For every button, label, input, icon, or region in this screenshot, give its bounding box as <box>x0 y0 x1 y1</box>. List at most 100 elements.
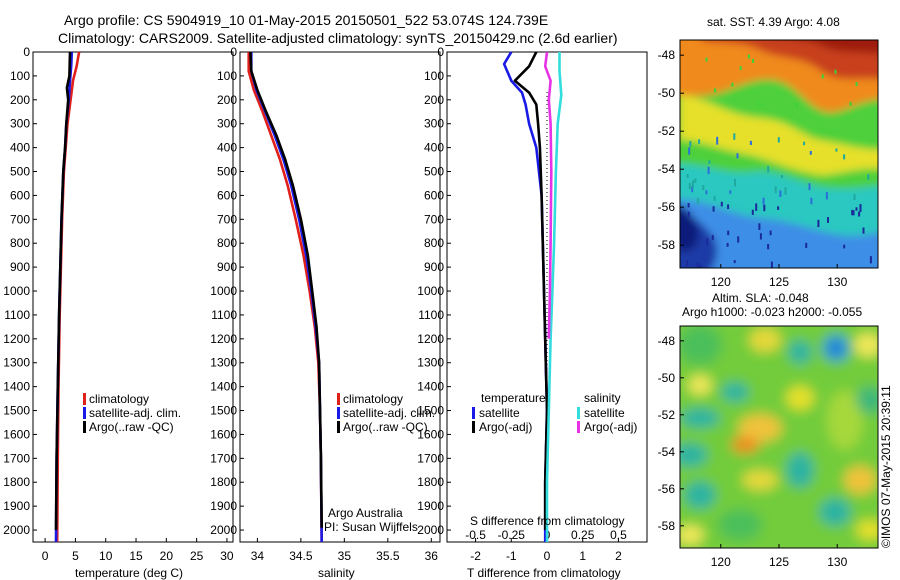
sst-speckle-mark <box>755 203 758 211</box>
y-tick-label: 1400 <box>417 380 444 394</box>
legend-swatch-satellite <box>337 407 340 419</box>
sst-speckle-mark <box>762 197 765 205</box>
sla-map-panel: Altim. SLA: -0.048 Argo h1000: -0.023 h2… <box>658 291 879 569</box>
salinity-xlabel: salinity <box>318 566 355 580</box>
sst-speckle-mark <box>688 147 691 155</box>
sst-speckle-mark <box>702 185 705 191</box>
sst-speckle-mark <box>805 242 808 248</box>
y-tick-label: 2000 <box>3 523 30 537</box>
legend-satellite: satellite-adj. clim. <box>343 406 435 420</box>
sst-map-title: sat. SST: 4.39 Argo: 4.08 <box>707 15 840 29</box>
sst-speckle-mark <box>867 174 870 180</box>
y-tick-label: 1100 <box>211 308 237 322</box>
sst-speckle-mark <box>747 54 750 59</box>
series-line-temperature-argo-adj- <box>513 51 549 530</box>
y-tick-label: 700 <box>10 212 30 226</box>
legend-climatology: climatology <box>343 392 403 406</box>
sst-speckle-mark <box>774 186 777 194</box>
sst-speckle-mark <box>763 204 766 212</box>
sst-speckle-mark <box>752 58 755 63</box>
x-tick-label: 25 <box>190 549 204 563</box>
salinity-ticks: 34 34.5 35 35.5 36 <box>251 538 438 563</box>
sst-speckle-mark <box>688 182 691 190</box>
y-tick-label: 1400 <box>210 380 237 394</box>
sst-speckle-mark <box>689 141 692 147</box>
salinity-series <box>247 51 323 543</box>
x2-tick-label: -0.5 <box>465 528 486 542</box>
sst-speckle <box>686 54 872 268</box>
y-tick-label: 1700 <box>417 451 444 465</box>
lat-tick-label: -52 <box>658 408 676 422</box>
y-tick-label: 400 <box>10 141 30 155</box>
y-tick-label: 1600 <box>417 427 444 441</box>
sst-speckle-mark <box>734 178 736 187</box>
sst-speckle-mark <box>825 192 828 200</box>
x-tick-label: 10 <box>99 549 113 563</box>
series-line-argo-raw-qc- <box>54 51 72 531</box>
header-line-1: Argo profile: CS 5904919_10 01-May-2015 … <box>64 12 548 28</box>
legend-s-argo: Argo(-adj) <box>584 420 637 434</box>
sst-speckle-mark <box>767 165 770 173</box>
x-tick-label: -2 <box>470 549 481 563</box>
sst-lat-ticks: -48 -50 -52 -54 -56 -58 <box>658 48 684 252</box>
sst-speckle-mark <box>751 209 754 215</box>
sst-speckle-mark <box>733 133 736 140</box>
sst-speckle-mark <box>843 154 846 160</box>
legend-swatch-satellite <box>83 407 86 419</box>
sst-speckle-mark <box>726 243 729 247</box>
y-tick-label: 200 <box>10 93 30 107</box>
sst-speckle-mark <box>686 174 689 179</box>
sst-speckle-mark <box>706 237 709 246</box>
y-tick-label: 1100 <box>418 308 444 322</box>
y-tick-label: 2000 <box>210 523 237 537</box>
sst-speckle-mark <box>862 227 865 234</box>
y-tick-label: 400 <box>217 141 237 155</box>
temperature-ticks: 0 5 10 15 20 25 30 <box>42 538 234 563</box>
sst-speckle-mark <box>809 151 812 155</box>
x2-tick-label: 0.25 <box>571 528 595 542</box>
x-tick-label: 15 <box>129 549 143 563</box>
difference-panel: 0100200300400500600700800900100011001200… <box>417 45 648 580</box>
sla-map-title: Altim. SLA: -0.048 <box>712 291 809 305</box>
sst-speckle-mark <box>692 180 694 189</box>
depth-ticks: 0 100 200 300 400 500 600 700 800 900 1000 1100 1200… <box>3 45 37 537</box>
x-tick-label: 35 <box>338 549 352 563</box>
sst-speckle-mark <box>749 140 752 145</box>
y-tick-label: 800 <box>424 236 444 250</box>
temperature-series <box>54 51 81 543</box>
sst-speckle-mark <box>705 190 708 195</box>
sst-speckle-mark <box>729 190 732 194</box>
sst-speckle-mark <box>686 260 689 267</box>
sst-speckle-mark <box>698 139 701 144</box>
x-tick-label: 0 <box>544 549 551 563</box>
legend-climatology: climatology <box>89 392 149 406</box>
sst-speckle-mark <box>843 244 846 249</box>
sst-speckle-mark <box>859 204 862 212</box>
y-tick-label: 500 <box>217 165 237 179</box>
y-tick-label: 1000 <box>417 284 444 298</box>
y-tick-label: 900 <box>10 260 30 274</box>
y-tick-label: 1600 <box>210 427 237 441</box>
y-tick-label: 1600 <box>3 427 30 441</box>
y-tick-label: 1500 <box>3 404 30 418</box>
y-tick-label: 1200 <box>3 332 30 346</box>
lat-tick-label: -58 <box>658 519 676 533</box>
sst-speckle-mark <box>720 201 723 207</box>
legend-satellite: satellite-adj. clim. <box>89 406 181 420</box>
lat-tick-label: -50 <box>658 371 676 385</box>
lon-tick-label: 130 <box>827 275 847 289</box>
temperature-xlabel: temperature (deg C) <box>75 566 183 580</box>
y-tick-label: 1800 <box>210 475 237 489</box>
y-tick-label: 1000 <box>210 284 237 298</box>
sla-lon-ticks: 120 125 130 <box>711 544 848 569</box>
y-tick-label: 1900 <box>417 499 444 513</box>
lat-tick-label: -52 <box>658 124 676 138</box>
sst-speckle-mark <box>711 235 714 240</box>
legend-swatch-climatology <box>337 393 340 405</box>
sst-speckle-mark <box>736 153 739 159</box>
y-tick-label: 800 <box>217 236 237 250</box>
x-tick-label: 20 <box>160 549 174 563</box>
x-tick-label: 30 <box>220 549 234 563</box>
sst-speckle-mark <box>696 197 699 205</box>
y-tick-label: 400 <box>424 141 444 155</box>
